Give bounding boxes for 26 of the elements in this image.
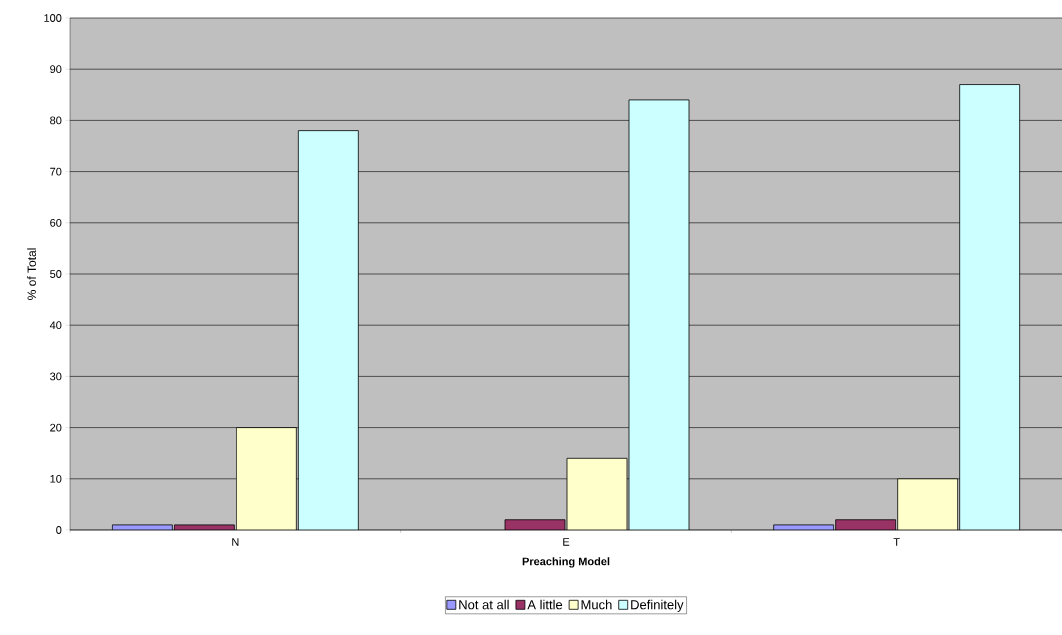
y-axis-title: % of Total xyxy=(27,248,36,300)
legend-label: Much xyxy=(581,599,612,610)
y-tick-label: 100 xyxy=(44,14,62,22)
bar xyxy=(897,478,959,530)
x-tick-label: T xyxy=(893,538,900,546)
y-tick-label: 60 xyxy=(50,218,62,227)
y-tick-label: 10 xyxy=(50,474,62,483)
bar xyxy=(297,130,359,530)
legend-label: Not at all xyxy=(459,599,509,610)
y-tick-label: 20 xyxy=(50,423,62,432)
x-axis-title: Preaching Model xyxy=(522,557,610,568)
y-tick-label: 70 xyxy=(50,167,62,176)
y-tick-label: 80 xyxy=(50,116,62,125)
bar xyxy=(959,84,1021,530)
legend-label: Definitely xyxy=(631,599,684,612)
y-tick-label: 40 xyxy=(49,321,62,330)
bar xyxy=(566,457,628,530)
x-tick-label: E xyxy=(563,538,570,546)
legend-label: A little xyxy=(527,599,563,610)
y-tick-label: 30 xyxy=(50,372,62,381)
y-tick-label: 50 xyxy=(50,270,62,278)
y-tick-label: 0 xyxy=(56,526,62,534)
bar xyxy=(628,99,690,530)
bar xyxy=(235,427,297,530)
y-tick-label: 90 xyxy=(50,65,62,74)
x-tick-label: N xyxy=(232,538,239,546)
